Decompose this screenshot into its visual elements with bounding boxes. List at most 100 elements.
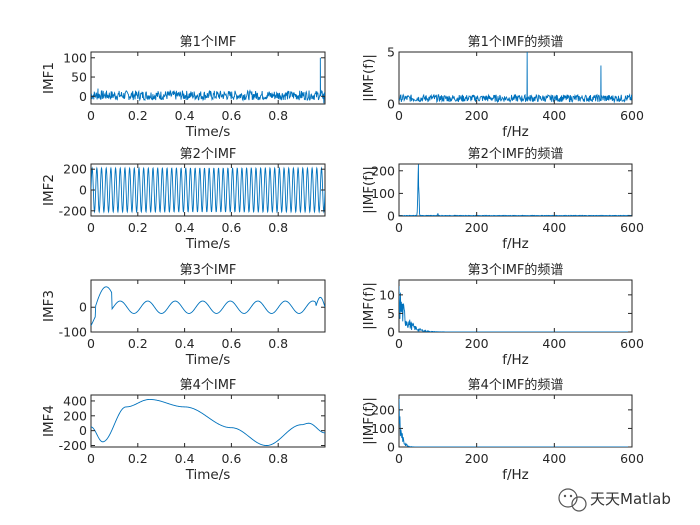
x-tick-label: 0.6 bbox=[221, 451, 241, 466]
x-axis-label: Time/s bbox=[185, 352, 231, 368]
wechat-icon bbox=[558, 488, 587, 512]
subplot-title: 第2个IMF bbox=[180, 147, 237, 162]
x-tick-label: 0 bbox=[87, 108, 95, 123]
x-tick-label: 0 bbox=[395, 336, 403, 351]
y-tick-label: 50 bbox=[71, 70, 87, 85]
x-tick-label: 600 bbox=[620, 451, 644, 466]
x-tick-label: 0.8 bbox=[268, 220, 288, 235]
y-axis-label: IMF2 bbox=[41, 174, 57, 206]
axes-frame bbox=[398, 394, 633, 448]
x-tick-label: 0 bbox=[87, 451, 95, 466]
y-tick-label: 10 bbox=[379, 287, 395, 302]
series-line bbox=[399, 164, 632, 216]
series-line bbox=[91, 57, 325, 104]
y-tick-label: 200 bbox=[371, 402, 395, 417]
axes-frame bbox=[398, 163, 633, 217]
subplot-title: 第4个IMF bbox=[180, 378, 237, 393]
subplot-1: 0 0.2 0.4 0.6 0.8 0 50 100 第1个IMF Time/s IMF1 bbox=[41, 35, 326, 140]
y-tick-label: 400 bbox=[63, 393, 87, 408]
axes-frame bbox=[90, 394, 326, 448]
y-tick-label: 0 bbox=[79, 183, 87, 198]
x-tick-label: 0.6 bbox=[221, 336, 241, 351]
x-tick-label: 0.2 bbox=[128, 336, 148, 351]
y-tick-label: 0 bbox=[79, 423, 87, 438]
y-tick-label: 0 bbox=[387, 97, 395, 112]
subplot-2: 0 200 400 600 0 5 第1个IMF的频谱 f/Hz |IMF(f)| bbox=[361, 34, 644, 140]
x-axis-label: f/Hz bbox=[502, 236, 529, 252]
y-tick-label: 100 bbox=[371, 186, 395, 201]
y-axis-label: IMF4 bbox=[41, 405, 57, 437]
x-tick-label: 0.6 bbox=[221, 220, 241, 235]
y-tick-label: -200 bbox=[59, 203, 87, 218]
x-tick-label: 0.2 bbox=[128, 451, 148, 466]
x-tick-label: 0.6 bbox=[221, 108, 241, 123]
x-axis-label: Time/s bbox=[185, 124, 231, 140]
y-tick-label: 0 bbox=[387, 209, 395, 224]
x-axis-label: f/Hz bbox=[502, 352, 529, 368]
subplot-4: 0 200 400 600 0 100 200 第2个IMF的频谱 f/Hz |IMF(f)| bbox=[361, 146, 644, 252]
x-tick-label: 200 bbox=[465, 220, 489, 235]
y-tick-label: 0 bbox=[387, 440, 395, 455]
subplot-title: 第2个IMF的频谱 bbox=[468, 146, 564, 162]
axes-frame bbox=[398, 279, 633, 333]
y-axis-label: IMF3 bbox=[41, 290, 57, 322]
x-tick-label: 600 bbox=[620, 108, 644, 123]
axes-frame bbox=[90, 279, 326, 333]
y-tick-label: 0 bbox=[79, 89, 87, 104]
y-tick-label: 200 bbox=[63, 408, 87, 423]
y-axis-label: IMF1 bbox=[41, 62, 57, 94]
y-axis-label: |IMF(f)| bbox=[361, 54, 377, 102]
subplot-title: 第1个IMF的频谱 bbox=[468, 34, 564, 50]
x-tick-label: 200 bbox=[465, 336, 489, 351]
x-tick-label: 600 bbox=[620, 220, 644, 235]
x-tick-label: 400 bbox=[542, 220, 566, 235]
x-tick-label: 0.8 bbox=[268, 108, 288, 123]
series-line bbox=[399, 52, 632, 104]
y-tick-label: 5 bbox=[387, 45, 395, 60]
y-tick-label: -100 bbox=[59, 325, 87, 340]
y-axis-label: |IMF(f)| bbox=[361, 397, 377, 445]
subplot-title: 第3个IMF的频谱 bbox=[468, 262, 564, 278]
x-tick-label: 400 bbox=[542, 336, 566, 351]
x-tick-label: 200 bbox=[465, 451, 489, 466]
x-tick-label: 0 bbox=[395, 451, 403, 466]
x-tick-label: 0 bbox=[87, 336, 95, 351]
x-tick-label: 0 bbox=[395, 108, 403, 123]
x-tick-label: 0.4 bbox=[175, 220, 195, 235]
watermark-text: 天天Matlab bbox=[590, 490, 671, 508]
x-tick-label: 0.2 bbox=[128, 108, 148, 123]
subplot-title: 第1个IMF bbox=[180, 35, 237, 50]
series-line bbox=[399, 285, 632, 332]
y-tick-label: 0 bbox=[79, 300, 87, 315]
subplot-title: 第4个IMF的频谱 bbox=[468, 377, 564, 393]
x-tick-label: 200 bbox=[465, 108, 489, 123]
y-tick-label: 100 bbox=[371, 421, 395, 436]
y-tick-label: 0 bbox=[387, 325, 395, 340]
subplot-title: 第3个IMF bbox=[180, 263, 237, 278]
x-tick-label: 0.4 bbox=[175, 336, 195, 351]
y-tick-label: -200 bbox=[59, 438, 87, 453]
series-line bbox=[91, 166, 325, 214]
watermark: 天天Matlab bbox=[558, 488, 671, 512]
x-tick-label: 0.8 bbox=[268, 336, 288, 351]
series-line bbox=[91, 286, 325, 327]
series-line bbox=[91, 399, 325, 446]
x-tick-label: 0.4 bbox=[175, 108, 195, 123]
y-tick-label: 100 bbox=[63, 50, 87, 65]
x-axis-label: Time/s bbox=[185, 236, 231, 252]
x-tick-label: 400 bbox=[542, 451, 566, 466]
x-axis-label: Time/s bbox=[185, 467, 231, 483]
x-axis-label: f/Hz bbox=[502, 467, 529, 483]
y-tick-label: 200 bbox=[371, 163, 395, 178]
y-tick-label: 5 bbox=[387, 306, 395, 321]
x-tick-label: 0.4 bbox=[175, 451, 195, 466]
x-tick-label: 400 bbox=[542, 108, 566, 123]
x-axis-label: f/Hz bbox=[502, 124, 529, 140]
